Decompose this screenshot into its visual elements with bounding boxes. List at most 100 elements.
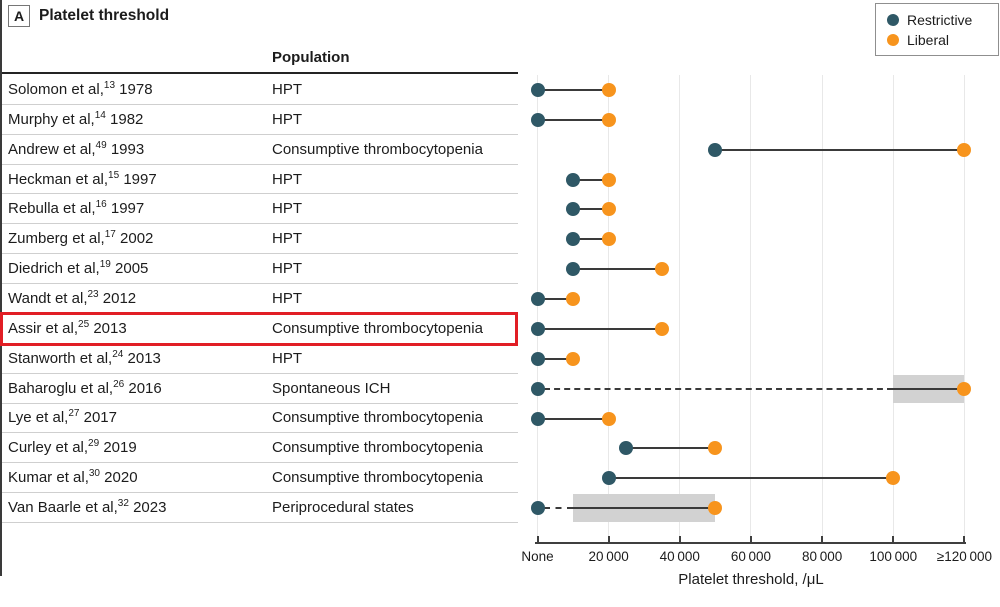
legend-label-liberal: Liberal (907, 31, 950, 48)
study-label: Rebulla et al,16 1997 (8, 200, 144, 218)
panel-label: A (8, 5, 30, 27)
connector-line (537, 417, 609, 420)
table-row: Andrew et al,49 1993 Consumptive thromboc… (2, 135, 518, 165)
restrictive-dot (619, 441, 634, 456)
table-row: Solomon et al,13 1978 HPT (2, 75, 518, 105)
restrictive-dot (566, 202, 581, 217)
restrictive-dot (530, 411, 545, 426)
x-axis-tick (607, 536, 610, 543)
study-year: 1982 (105, 110, 144, 128)
study-label: Solomon et al,13 1978 (8, 79, 153, 98)
connector-line (537, 327, 662, 330)
x-axis-tick-label: 60 000 (730, 549, 772, 564)
population-cell: HPT (272, 260, 302, 278)
liberal-dot (601, 172, 616, 187)
x-axis-tick (963, 536, 966, 543)
study-label: Assir et al,25 2013 (8, 318, 127, 337)
x-axis-tick-label: 100 000 (869, 549, 918, 564)
population-cell: Spontaneous ICH (272, 379, 391, 397)
study-author: Baharoglu et al, (8, 379, 114, 397)
restrictive-dot (566, 232, 581, 247)
gridline (963, 75, 965, 540)
population-cell: HPT (272, 230, 302, 248)
liberal-dot (886, 471, 901, 486)
population-cell: Consumptive thrombocytopenia (272, 319, 483, 337)
study-author: Stanworth et al, (8, 349, 113, 367)
study-label: Kumar et al,30 2020 (8, 469, 138, 487)
table-header-rule (2, 72, 518, 74)
study-ref-superscript: 25 (78, 318, 90, 330)
population-cell: HPT (272, 290, 302, 307)
x-axis-tick-label: 40 000 (659, 549, 700, 564)
study-year: 2016 (124, 379, 162, 397)
legend-label-restrictive: Restrictive (907, 11, 973, 28)
study-label: Van Baarle et al,32 2023 (8, 498, 167, 517)
study-author: Curley et al, (8, 439, 89, 457)
study-ref-superscript: 32 (117, 498, 129, 510)
study-ref-superscript: 29 (88, 438, 100, 450)
study-label: Diedrich et al,19 2005 (8, 259, 148, 278)
restrictive-dot (708, 142, 723, 157)
study-author: Van Baarle et al, (8, 499, 118, 517)
study-author: Solomon et al, (8, 80, 104, 98)
liberal-dot (957, 381, 972, 396)
table-row: Curley et al,29 2019 Consumptive thromboc… (2, 433, 518, 464)
study-label: Andrew et al,49 1993 (8, 139, 144, 158)
liberal-dot (566, 351, 581, 366)
restrictive-dot (530, 112, 545, 127)
connector-dashed-line (543, 387, 894, 390)
highlight-box (0, 312, 518, 346)
connector-line (573, 208, 609, 211)
x-axis-line (535, 542, 966, 544)
gridline (750, 75, 752, 540)
study-year: 1997 (119, 170, 157, 188)
population-cell: HPT (272, 110, 302, 128)
connector-line (573, 178, 609, 181)
liberal-dot (708, 441, 723, 456)
study-label: Curley et al,29 2019 (8, 438, 137, 457)
table-row: Rebulla et al,16 1997 HPT (2, 194, 518, 225)
restrictive-dot (566, 262, 581, 277)
study-ref-superscript: 24 (112, 348, 124, 360)
study-year: 2013 (89, 319, 127, 337)
x-axis-tick-label: 80 000 (801, 549, 843, 564)
x-axis-title: Platelet threshold, /μL (678, 571, 824, 588)
table-row: Wandt et al,23 2012 HPT (2, 284, 518, 314)
restrictive-dot (601, 471, 616, 486)
study-ref-superscript: 19 (99, 259, 111, 271)
population-cell: Periprocedural states (272, 499, 414, 517)
liberal-dot (655, 262, 669, 277)
study-ref-superscript: 49 (95, 139, 107, 151)
restrictive-dot (530, 292, 545, 307)
study-label: Wandt et al,23 2012 (8, 290, 136, 308)
x-axis-tick (749, 536, 752, 543)
restrictive-dot (530, 351, 545, 366)
study-author: Wandt et al, (8, 290, 88, 307)
liberal-dot (601, 202, 616, 217)
study-year: 2023 (128, 499, 167, 517)
study-ref-superscript: 13 (103, 79, 116, 91)
legend-item-liberal: Liberal (887, 32, 998, 48)
table-row: Zumberg et al,17 2002 HPT (2, 224, 518, 255)
study-label: Murphy et al,14 1982 (8, 109, 144, 128)
x-axis-tick (536, 536, 539, 543)
study-year: 2017 (79, 409, 117, 427)
study-year: 1978 (115, 80, 153, 98)
population-cell: Consumptive thrombocytopenia (272, 439, 483, 457)
population-cell: Consumptive thrombocytopenia (272, 409, 483, 427)
gridline (679, 75, 681, 540)
liberal-dot (655, 321, 669, 336)
study-ref-superscript: 14 (94, 109, 106, 121)
table-row: Kumar et al,30 2020 Consumptive thrombocy… (2, 463, 518, 494)
study-year: 2013 (123, 349, 161, 367)
table-row: Van Baarle et al,32 2023 Periprocedural s… (2, 493, 518, 524)
study-label: Heckman et al,15 1997 (8, 170, 157, 188)
study-author: Zumberg et al, (8, 230, 105, 248)
restrictive-dot (566, 172, 581, 187)
study-author: Rebulla et al, (8, 200, 96, 218)
population-cell: Consumptive thrombocytopenia (272, 140, 483, 158)
connector-line (626, 447, 716, 450)
study-author: Heckman et al, (8, 170, 109, 188)
x-axis-tick-label: 20 000 (588, 549, 629, 564)
